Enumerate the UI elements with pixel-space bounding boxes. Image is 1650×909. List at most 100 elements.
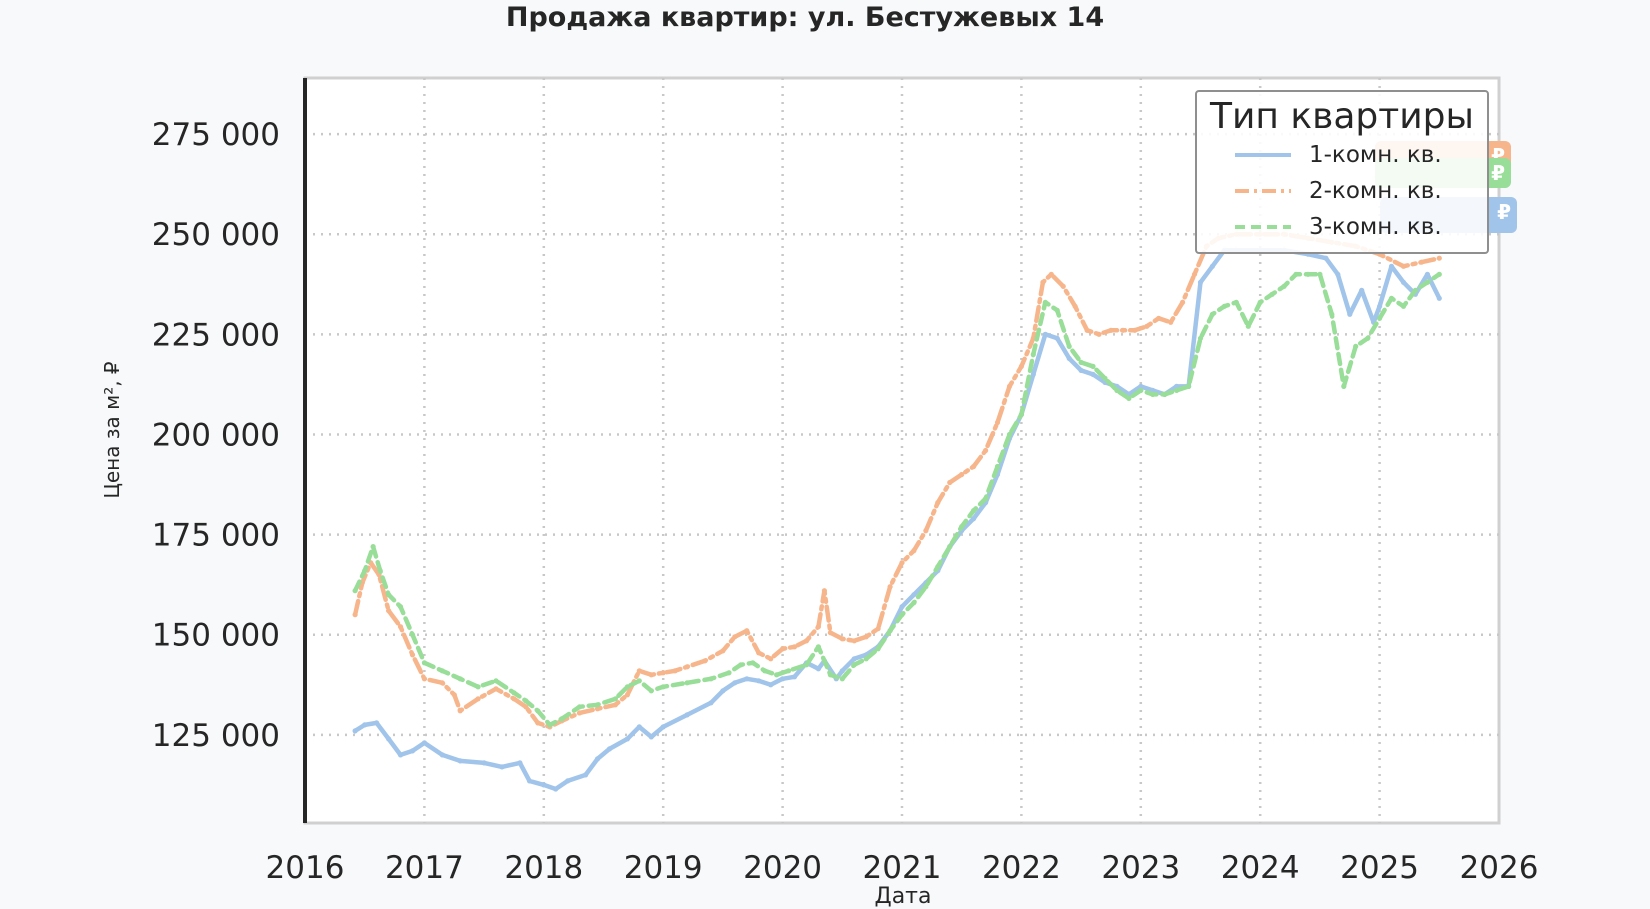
data-point	[1400, 303, 1407, 309]
data-point	[815, 624, 822, 630]
data-point	[1400, 263, 1407, 269]
y-tick-label: 225 000	[152, 317, 280, 353]
data-point	[1341, 383, 1347, 389]
data-point	[1293, 271, 1299, 277]
data-point	[720, 648, 726, 654]
data-point	[439, 752, 445, 758]
data-point	[947, 544, 953, 550]
data-point	[457, 708, 463, 714]
data-point	[726, 670, 732, 676]
data-point	[535, 720, 541, 726]
data-point	[803, 638, 810, 644]
data-point	[1150, 391, 1156, 397]
data-point	[1162, 391, 1168, 397]
data-point	[660, 670, 666, 676]
data-point	[377, 568, 383, 574]
data-point	[1078, 359, 1084, 365]
legend-title: Тип квартиры	[1210, 96, 1474, 137]
data-point	[762, 668, 768, 674]
data-point	[684, 680, 690, 686]
data-point	[1388, 295, 1395, 301]
data-point	[923, 584, 929, 590]
series-line-2-room	[352, 231, 1442, 730]
data-point	[1126, 395, 1132, 401]
data-point	[756, 678, 762, 684]
data-point	[774, 672, 780, 678]
data-point	[780, 646, 786, 652]
data-point	[577, 710, 583, 716]
data-point	[1400, 279, 1407, 285]
data-point	[744, 628, 750, 634]
data-point	[1084, 327, 1090, 333]
data-point	[553, 786, 559, 792]
y-tick-label: 125 000	[152, 718, 280, 754]
data-point	[547, 722, 553, 728]
y-tick-label: 250 000	[152, 217, 280, 253]
data-point	[983, 496, 989, 502]
data-point	[1018, 363, 1024, 369]
data-point	[1042, 331, 1048, 337]
data-point	[887, 584, 893, 590]
data-point	[409, 632, 416, 638]
data-point	[1347, 311, 1353, 317]
data-point	[708, 700, 714, 706]
legend-item-1-room: 1-комн. кв.	[1235, 140, 1442, 170]
data-point	[720, 688, 726, 694]
x-tick-label: 2021	[863, 850, 942, 886]
y-tick-label: 175 000	[152, 518, 280, 554]
data-point	[827, 672, 834, 678]
data-point	[1209, 311, 1215, 317]
data-point	[352, 588, 358, 594]
legend-item-3-room: 3-комн. кв.	[1235, 212, 1442, 242]
data-point	[636, 678, 642, 684]
data-point	[959, 524, 965, 530]
data-point	[624, 692, 631, 698]
data-point	[827, 630, 834, 636]
data-point	[1233, 299, 1239, 305]
data-point	[1078, 367, 1084, 373]
data-point	[732, 634, 738, 640]
data-point	[863, 634, 869, 640]
data-point	[1060, 283, 1066, 289]
data-point	[352, 728, 358, 734]
data-point	[1120, 327, 1126, 333]
x-tick-label: 2026	[1460, 850, 1539, 886]
data-point	[863, 656, 869, 662]
data-point	[1180, 299, 1186, 305]
data-point	[511, 696, 517, 702]
data-point	[594, 702, 601, 708]
data-point	[1424, 279, 1430, 285]
data-point	[684, 712, 690, 718]
data-point	[1040, 279, 1046, 285]
data-point	[1221, 303, 1227, 309]
data-point	[1197, 335, 1204, 341]
data-point	[887, 628, 893, 634]
data-point	[439, 680, 445, 686]
data-point	[708, 676, 714, 682]
x-tick-label: 2023	[1101, 850, 1180, 886]
data-point	[821, 588, 828, 594]
data-point	[911, 592, 917, 598]
data-point	[1436, 271, 1442, 277]
x-tick-label: 2016	[266, 850, 345, 886]
data-point	[1072, 303, 1078, 309]
data-point	[421, 660, 427, 666]
data-point	[791, 644, 798, 650]
data-point	[1048, 271, 1054, 277]
data-point	[1138, 383, 1144, 389]
data-point	[1424, 271, 1430, 277]
data-point	[815, 644, 822, 650]
y-tick-label: 200 000	[152, 417, 280, 453]
data-point	[1245, 323, 1251, 329]
data-point	[702, 658, 708, 664]
data-point	[397, 752, 404, 758]
data-point	[624, 684, 631, 690]
data-point	[493, 678, 499, 684]
data-point	[1191, 271, 1198, 277]
data-point	[1323, 255, 1329, 261]
data-point	[594, 756, 601, 762]
data-point	[971, 516, 977, 522]
data-point	[1377, 315, 1383, 321]
data-point	[1144, 323, 1150, 329]
